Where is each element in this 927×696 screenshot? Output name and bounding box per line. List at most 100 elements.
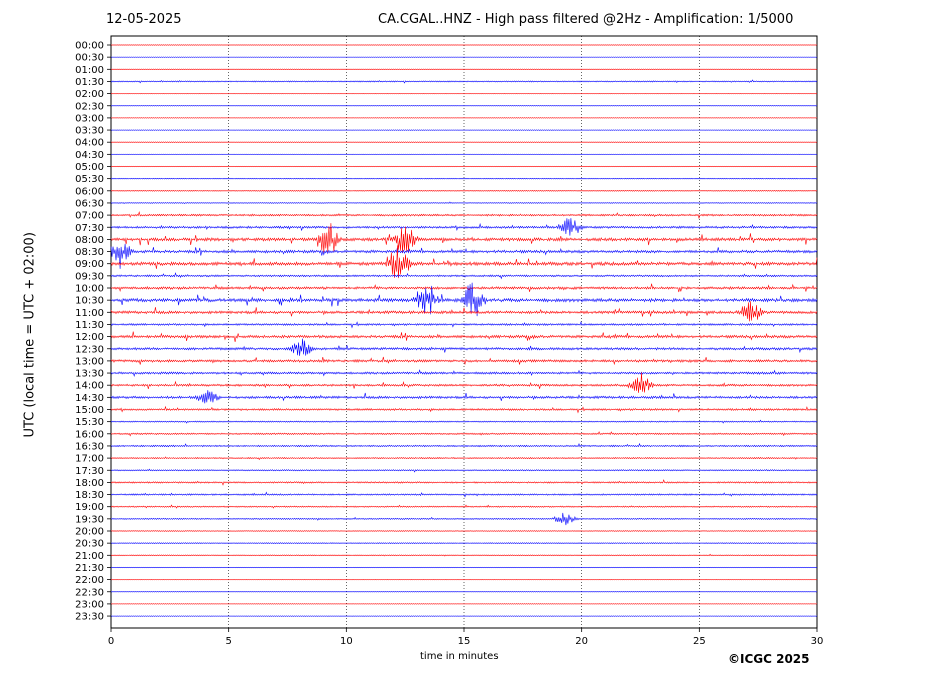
seismic-trace-1500 (110, 405, 818, 414)
y-tick-label: 18:00 (75, 478, 104, 489)
y-tick-label: 02:00 (75, 89, 104, 100)
seismic-trace-2100 (110, 553, 818, 557)
plot-area (110, 35, 818, 629)
seismic-trace-0830 (110, 243, 818, 269)
y-tick-label: 06:30 (75, 198, 104, 209)
seismic-trace-0030 (110, 56, 818, 58)
x-tick-label: 25 (693, 636, 706, 647)
y-tick-label: 07:00 (75, 211, 104, 222)
y-axis-label: UTC (local time = UTC + 02:00) (22, 232, 38, 438)
x-tick-label: 20 (575, 636, 588, 647)
y-tick-label: 17:30 (75, 466, 104, 477)
y-tick-label: 15:00 (75, 405, 104, 416)
seismic-traces (110, 44, 818, 617)
copyright-label: ©ICGC 2025 (728, 652, 810, 666)
y-tick-label: 13:30 (75, 369, 104, 380)
y-tick-label: 01:00 (75, 65, 104, 76)
y-tick-label: 14:00 (75, 381, 104, 392)
seismic-trace-1300 (110, 356, 818, 366)
y-tick-label: 11:00 (75, 308, 104, 319)
seismic-trace-1930 (110, 512, 818, 526)
y-tick-label: 08:30 (75, 247, 104, 258)
seismic-trace-0900 (110, 245, 818, 279)
seismic-trace-1030 (110, 282, 818, 317)
y-tick-label: 21:30 (75, 563, 104, 574)
seismic-trace-0700 (110, 210, 818, 220)
y-tick-label: 13:00 (75, 356, 104, 367)
seismic-trace-0930 (110, 272, 818, 280)
y-tick-label: 17:00 (75, 454, 104, 465)
seismic-trace-1230 (110, 338, 818, 356)
seismic-trace-0430 (110, 153, 818, 156)
x-tick-label: 5 (225, 636, 231, 647)
seismic-trace-0530 (110, 177, 818, 180)
seismic-trace-2330 (110, 615, 818, 617)
seismic-trace-0600 (110, 190, 818, 192)
y-tick-label: 10:30 (75, 296, 104, 307)
y-tick-label: 19:30 (75, 514, 104, 525)
y-tick-label: 02:30 (75, 101, 104, 112)
seismic-trace-2300 (110, 603, 818, 605)
seismic-trace-2230 (110, 591, 818, 593)
seismic-trace-0730 (110, 218, 818, 236)
y-tick-label: 03:30 (75, 126, 104, 137)
y-tick-label: 05:00 (75, 162, 104, 173)
x-axis-label: time in minutes (420, 651, 499, 662)
x-tick-label: 15 (458, 636, 471, 647)
seismic-trace-1900 (110, 504, 818, 509)
seismic-trace-2000 (110, 530, 818, 532)
y-tick-label: 15:30 (75, 417, 104, 428)
y-tick-label: 14:30 (75, 393, 104, 404)
seismic-trace-1400 (110, 372, 818, 393)
y-tick-label: 20:30 (75, 539, 104, 550)
seismic-trace-0130 (110, 79, 818, 84)
y-tick-label: 16:00 (75, 429, 104, 440)
date-label: 12-05-2025 (106, 12, 182, 27)
seismic-trace-1130 (110, 321, 818, 329)
y-tick-label: 00:00 (75, 41, 104, 52)
seismic-trace-0000 (110, 44, 818, 46)
seismic-trace-0300 (110, 117, 818, 119)
seismic-trace-1530 (110, 419, 818, 424)
y-tick-label: 05:30 (75, 174, 104, 185)
y-tick-label: 06:00 (75, 186, 104, 197)
seismic-trace-1630 (110, 442, 818, 448)
y-tick-label: 11:30 (75, 320, 104, 331)
y-tick-label: 21:00 (75, 551, 104, 562)
x-tick-label: 10 (340, 636, 353, 647)
seismic-trace-1330 (110, 369, 818, 377)
y-tick-label: 09:30 (75, 271, 104, 282)
y-tick-label: 18:30 (75, 490, 104, 501)
y-tick-label: 07:30 (75, 223, 104, 234)
y-tick-label: 04:00 (75, 138, 104, 149)
seismic-trace-2030 (110, 542, 818, 545)
seismic-trace-1830 (110, 491, 818, 498)
seismic-trace-0800 (110, 223, 818, 254)
chart-title: CA.CGAL..HNZ - High pass filtered @2Hz -… (378, 12, 794, 27)
seismic-trace-0500 (110, 165, 818, 168)
seismic-trace-1700 (110, 456, 818, 461)
y-tick-label: 22:00 (75, 575, 104, 586)
y-tick-label: 19:00 (75, 502, 104, 513)
y-tick-label: 03:00 (75, 113, 104, 124)
seismic-trace-2200 (110, 578, 818, 581)
seismic-trace-1600 (110, 431, 818, 437)
x-axis-ticks: 0 5 10 15 20 25 30 (108, 628, 824, 647)
x-tick-label: 30 (811, 636, 824, 647)
x-tick-label: 0 (108, 636, 114, 647)
seismic-trace-0630 (110, 201, 818, 205)
y-tick-label: 01:30 (75, 77, 104, 88)
seismic-trace-0400 (110, 141, 818, 143)
seismic-trace-1200 (110, 331, 818, 342)
y-tick-label: 10:00 (75, 284, 104, 295)
seismic-trace-1730 (110, 468, 818, 473)
y-tick-label: 00:30 (75, 53, 104, 64)
y-tick-label: 23:30 (75, 612, 104, 623)
y-tick-label: 22:30 (75, 587, 104, 598)
y-tick-label: 08:00 (75, 235, 104, 246)
y-tick-label: 20:00 (75, 527, 104, 538)
y-tick-label: 16:30 (75, 441, 104, 452)
seismic-trace-0200 (110, 92, 818, 95)
y-tick-label: 09:00 (75, 259, 104, 270)
